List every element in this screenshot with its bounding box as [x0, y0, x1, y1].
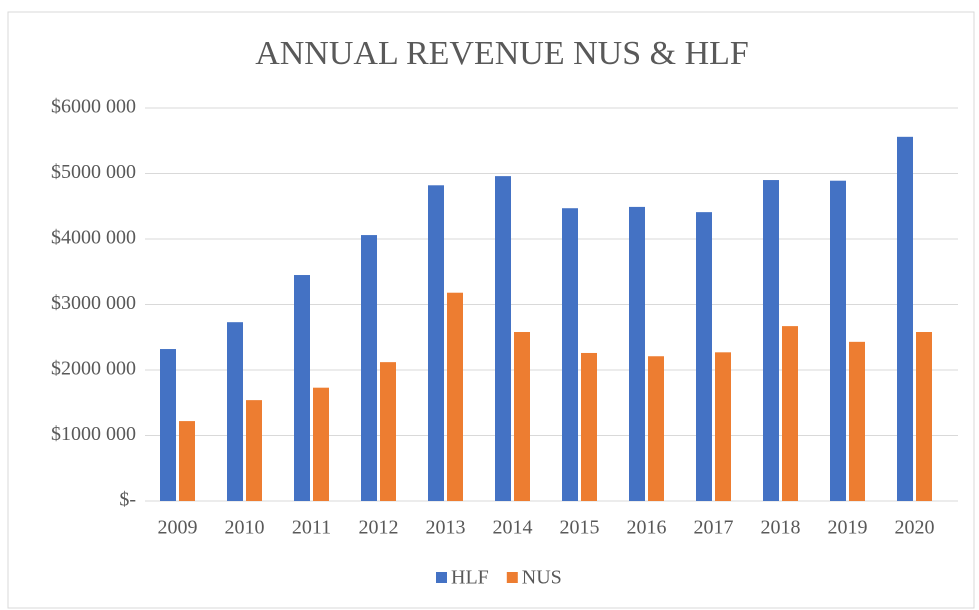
bar [562, 208, 578, 501]
x-tick-label: 2014 [493, 517, 533, 539]
y-tick-label: $4000 000 [51, 227, 136, 249]
y-tick-label: $- [119, 489, 136, 511]
bar [916, 332, 932, 501]
bar [782, 326, 798, 501]
bar [514, 332, 530, 501]
bar [428, 185, 444, 502]
y-tick-label: $5000 000 [51, 161, 136, 183]
legend-label: HLF [451, 567, 489, 589]
bar [581, 352, 597, 501]
bar [179, 421, 195, 501]
y-tick-label: $3000 000 [51, 292, 136, 314]
bar [629, 206, 645, 501]
x-tick-label: 2018 [761, 517, 801, 539]
bar [380, 362, 396, 501]
x-tick-label: 2019 [828, 517, 868, 539]
bar [227, 322, 243, 501]
y-tick-label: $6000 000 [51, 96, 136, 118]
legend-label: NUS [522, 567, 562, 589]
x-tick-label: 2013 [426, 517, 466, 539]
chart-title: ANNUAL REVENUE NUS & HLF [255, 35, 749, 72]
x-tick-label: 2017 [694, 517, 734, 539]
bar [715, 352, 731, 501]
y-tick-label: $2000 000 [51, 358, 136, 380]
bar [897, 136, 913, 501]
bar [763, 180, 779, 502]
legend-swatch [436, 572, 447, 583]
legend-swatch [506, 572, 518, 583]
bar [447, 292, 463, 501]
bar [160, 349, 176, 501]
x-tick-label: 2010 [225, 517, 265, 539]
chart-border [7, 11, 975, 609]
bar [361, 235, 377, 501]
x-tick-label: 2016 [627, 517, 667, 539]
x-tick-label: 2011 [292, 517, 331, 539]
bar [294, 275, 310, 501]
bar [830, 180, 846, 501]
x-tick-label: 2012 [359, 517, 399, 539]
bar [313, 387, 329, 501]
x-tick-label: 2020 [895, 517, 935, 539]
bar [696, 212, 712, 501]
x-tick-label: 2009 [158, 517, 198, 539]
bar [849, 341, 865, 501]
y-tick-label: $1000 000 [51, 423, 136, 445]
bar [495, 176, 511, 501]
bar [648, 356, 664, 501]
x-tick-label: 2015 [560, 517, 600, 539]
bar [246, 400, 262, 501]
